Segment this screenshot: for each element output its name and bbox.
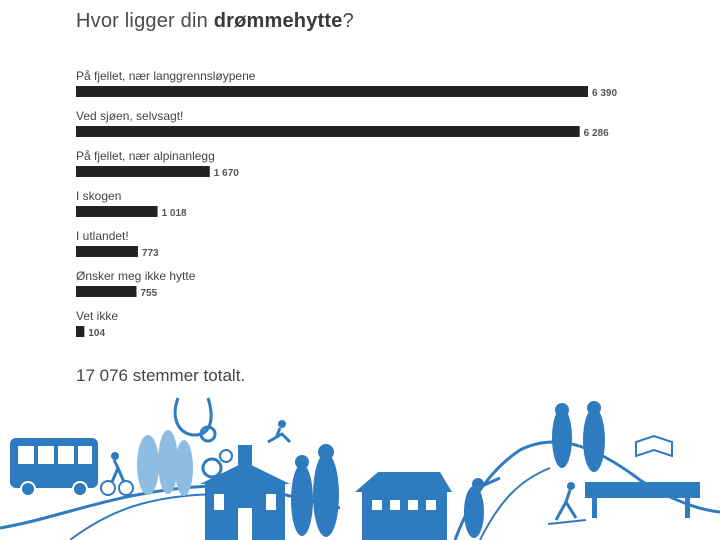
house-window-3 [408,500,418,510]
house-window-4 [426,500,436,510]
bus-window-1 [18,446,34,464]
city-illustration [0,397,720,540]
title-bold: drømmehytte [213,10,343,32]
skier-head [567,482,575,490]
bus-window-3 [58,446,74,464]
stethoscope [173,397,213,437]
musician [464,486,484,538]
couple-person-2 [313,453,339,537]
house-window-1 [372,500,382,510]
title-prefix: Hvor ligger din [76,10,214,32]
couple-head-2 [318,444,334,460]
title-suffix: ? [342,10,354,32]
dancer-head-1 [555,403,569,417]
bar-value-label: 104 [88,328,105,339]
cyclist-wheel-1 [100,480,116,496]
chart-title: Hvor ligger din drømmehytte? [76,10,354,33]
bar-label: På fjellet, nær langgrennsløypene [76,69,256,83]
road-swoosh-2 [69,493,221,540]
house-roof [355,472,452,492]
snowboarder [267,427,292,444]
building-window-1 [214,494,224,510]
bar [76,326,85,337]
bar-value-label: 6 390 [592,88,617,99]
pavilion-pillar-2 [685,498,690,518]
bar [76,246,138,257]
bus-wheel-2 [72,481,88,497]
bar [76,206,158,217]
person-light-1 [137,435,159,495]
bar-label: På fjellet, nær alpinanlegg [76,149,215,163]
bar-value-label: 1 670 [214,168,239,179]
dancer-1 [552,408,572,468]
gear-icon-2 [219,449,233,463]
bar-value-label: 6 286 [584,128,609,139]
musician-head [472,478,484,490]
bar [76,126,580,137]
person-light-2 [158,430,178,494]
building-window-2 [266,494,276,510]
house-body [362,490,447,540]
bar-label: Ved sjøen, selvsagt! [76,109,183,123]
dancer-2 [583,408,605,472]
dancer-head-2 [587,401,601,415]
illustration-group [0,397,720,540]
bar-chart: På fjellet, nær langgrennsløypene 6 390 Ve… [76,69,617,339]
bar-value-label: 773 [142,248,159,259]
gear-icon [201,457,223,479]
book-icon [635,434,673,458]
person-light-3 [175,440,193,496]
bar-value-label: 1 018 [162,208,187,219]
couple-head-1 [295,455,309,469]
skis [547,519,587,525]
pavilion-pillar-1 [592,498,597,518]
bar [76,286,137,297]
trumpet [481,476,501,488]
bar-label: I skogen [76,189,121,203]
building-door [238,508,252,540]
bar-value-label: 755 [140,288,157,299]
bar-label: I utlandet! [76,229,129,243]
stethoscope-chest [199,425,217,443]
snowboarder-head [278,420,286,428]
bus-window-4 [78,446,92,464]
building-tower [238,445,252,465]
house-window-2 [390,500,400,510]
bus-window-2 [38,446,54,464]
total-votes: 17 076 stemmer totalt. [76,366,246,385]
hill-swoosh-2 [479,467,551,540]
bar-label: Ønsker meg ikke hytte [76,269,196,283]
skier [554,489,578,521]
bar [76,166,210,177]
couple-person-1 [291,464,313,536]
building-roof [200,462,290,484]
cyclist-body [110,459,126,483]
bar-label: Vet ikke [76,309,118,323]
bar [76,86,588,97]
bus-wheel-1 [20,481,36,497]
cyclist-head [111,452,119,460]
cyclist-wheel-2 [118,480,134,496]
pavilion [585,482,700,498]
